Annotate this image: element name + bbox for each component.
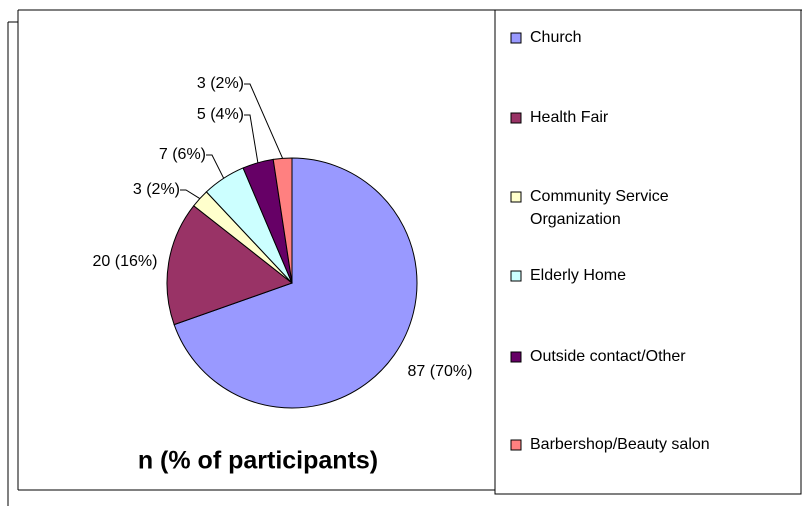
leader-line <box>244 83 284 159</box>
leader-line <box>206 154 225 179</box>
data-label: 7 (6%) <box>159 146 206 163</box>
legend-label: Outside contact/Other <box>530 348 686 365</box>
legend-swatch <box>510 112 522 124</box>
legend-box <box>494 9 802 495</box>
legend-label: Health Fair <box>530 109 609 126</box>
legend-label: Church <box>530 29 582 46</box>
data-label: 3 (2%) <box>133 181 180 198</box>
legend-label: Elderly Home <box>530 267 626 284</box>
legend-label: Barbershop/Beauty salon <box>530 436 710 453</box>
legend-swatch <box>510 32 522 44</box>
data-label: 87 (70%) <box>408 363 473 380</box>
pie-slice <box>166 205 294 326</box>
legend-swatch <box>510 439 522 451</box>
leader-line <box>180 189 201 200</box>
data-label: 3 (2%) <box>197 75 244 92</box>
legend-swatch <box>510 191 522 203</box>
legend-swatch <box>510 351 522 363</box>
data-label: 5 (4%) <box>197 106 244 123</box>
data-label: 20 (16%) <box>93 253 158 270</box>
leader-line <box>244 114 259 163</box>
legend-label: Community Service Organization <box>530 188 669 228</box>
chart-title: n (% of participants) <box>138 447 378 475</box>
pie-slice <box>173 157 418 409</box>
pie-slice <box>272 157 293 284</box>
legend-swatch <box>510 270 522 282</box>
